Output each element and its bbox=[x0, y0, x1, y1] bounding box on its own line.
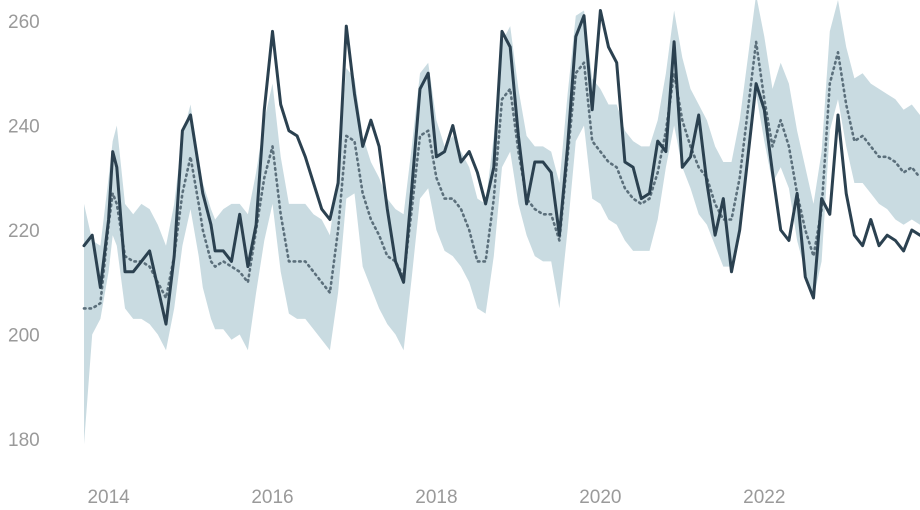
dotted-series-line bbox=[82, 40, 920, 310]
solid-series-line bbox=[82, 9, 920, 326]
series-line-layer bbox=[82, 9, 920, 326]
y-axis-ticks: 260 240 220 200 180 bbox=[8, 12, 40, 451]
x-tick-label-2020: 2020 bbox=[579, 487, 621, 508]
y-tick-label-220: 220 bbox=[8, 221, 40, 242]
confidence-band-layer bbox=[84, 0, 920, 445]
x-tick-label-2018: 2018 bbox=[415, 487, 457, 508]
y-tick-label-200: 200 bbox=[8, 326, 40, 347]
x-tick-label-2014: 2014 bbox=[87, 487, 130, 508]
y-tick-label-260: 260 bbox=[8, 12, 40, 33]
x-axis-ticks: 2014 2016 2018 2020 2022 bbox=[87, 487, 785, 508]
y-tick-label-240: 240 bbox=[8, 116, 40, 137]
x-tick-label-2016: 2016 bbox=[251, 487, 293, 508]
x-tick-label-2022: 2022 bbox=[743, 487, 785, 508]
y-tick-label-180: 180 bbox=[8, 430, 40, 451]
uncertainty-band bbox=[84, 0, 920, 445]
